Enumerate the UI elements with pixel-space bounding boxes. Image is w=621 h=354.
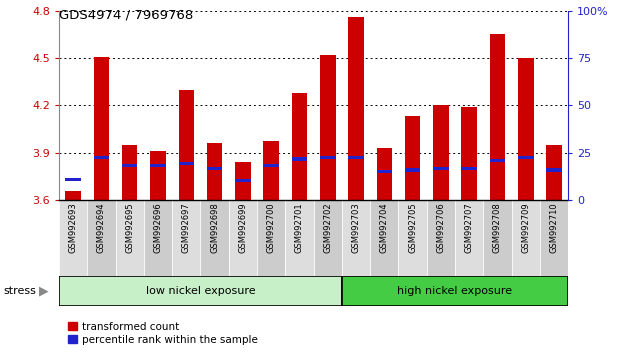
Bar [285,200,314,276]
Bar [122,145,137,200]
Text: GDS4974 / 7969768: GDS4974 / 7969768 [59,9,193,22]
Bar [427,200,455,276]
Bar [178,162,194,165]
Bar [59,200,88,276]
Bar [150,164,166,167]
Bar [546,145,562,200]
Bar [88,200,116,276]
Bar [348,155,364,159]
Text: GSM992693: GSM992693 [69,202,78,253]
Bar [292,93,307,200]
Text: GSM992705: GSM992705 [408,202,417,253]
Bar [348,17,364,200]
Text: GSM992702: GSM992702 [324,202,332,253]
Bar [235,179,251,182]
Bar [116,200,144,276]
Legend: transformed count, percentile rank within the sample: transformed count, percentile rank withi… [64,317,262,349]
Bar [518,155,533,159]
Text: GSM992697: GSM992697 [182,202,191,253]
Text: GSM992706: GSM992706 [437,202,445,253]
Text: GSM992698: GSM992698 [210,202,219,253]
Bar [235,162,251,200]
Bar [201,200,229,276]
Bar [94,57,109,200]
Bar [257,200,285,276]
Bar [376,148,392,200]
Bar [178,90,194,200]
Bar [292,158,307,161]
Text: low nickel exposure: low nickel exposure [146,286,255,296]
Text: GSM992707: GSM992707 [465,202,474,253]
Bar [314,200,342,276]
Bar [490,159,505,162]
Bar [461,107,477,200]
Bar [546,169,562,172]
Bar [65,178,81,181]
Bar [540,200,568,276]
Text: GSM992703: GSM992703 [351,202,361,253]
Bar [122,164,137,167]
Bar [207,143,222,200]
Bar [518,58,533,200]
Text: GSM992696: GSM992696 [153,202,163,253]
Text: high nickel exposure: high nickel exposure [397,286,512,296]
Text: GSM992694: GSM992694 [97,202,106,253]
Bar [320,55,335,200]
Bar [405,116,420,200]
Text: ▶: ▶ [39,285,48,298]
Text: stress: stress [3,286,36,296]
Bar [65,191,81,200]
Text: GSM992709: GSM992709 [521,202,530,253]
Bar [342,200,370,276]
Text: GSM992700: GSM992700 [266,202,276,253]
Bar [370,200,399,276]
Bar [207,167,222,170]
Bar [342,276,568,306]
Text: GSM992699: GSM992699 [238,202,247,253]
Text: GSM992701: GSM992701 [295,202,304,253]
Bar [229,200,257,276]
Bar [150,151,166,200]
Bar [461,167,477,170]
Bar [376,170,392,173]
Bar [320,155,335,159]
Bar [263,164,279,167]
Bar [512,200,540,276]
Text: GSM992704: GSM992704 [380,202,389,253]
Text: GSM992695: GSM992695 [125,202,134,253]
Bar [172,200,201,276]
Bar [433,105,449,200]
Text: GSM992710: GSM992710 [550,202,558,253]
Bar [433,167,449,170]
Bar [144,200,172,276]
Text: GSM992708: GSM992708 [493,202,502,253]
Bar [483,200,512,276]
Bar [399,200,427,276]
Bar [490,34,505,200]
Bar [94,155,109,159]
Bar [59,276,342,306]
Bar [263,141,279,200]
Bar [455,200,483,276]
Bar [405,169,420,172]
